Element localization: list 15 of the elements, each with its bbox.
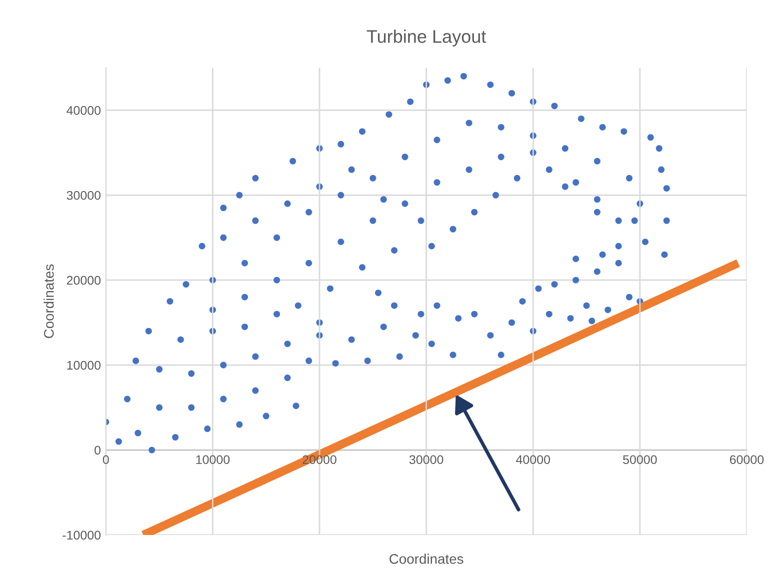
y-tick-label: 20000	[66, 276, 101, 285]
y-tick-label: -10000	[62, 530, 101, 540]
x-tick-label: 10000	[196, 455, 230, 464]
y-axis-title: Coordinates	[44, 264, 54, 338]
x-tick-label: 30000	[409, 455, 444, 464]
x-axis-title: Coordinates	[390, 554, 464, 564]
y-tick-label: 40000	[66, 106, 101, 115]
y-tick-label: 10000	[67, 360, 101, 370]
x-tick-label: 40000	[516, 455, 550, 464]
chart-title: Turbine Layout	[366, 30, 486, 46]
x-tick-label: 50000	[623, 455, 657, 464]
x-tick-label: 0	[102, 455, 109, 464]
y-tick-label: 30000	[66, 190, 101, 200]
x-tick-label: 60000	[730, 455, 764, 464]
y-tick-label: 0	[94, 446, 101, 455]
